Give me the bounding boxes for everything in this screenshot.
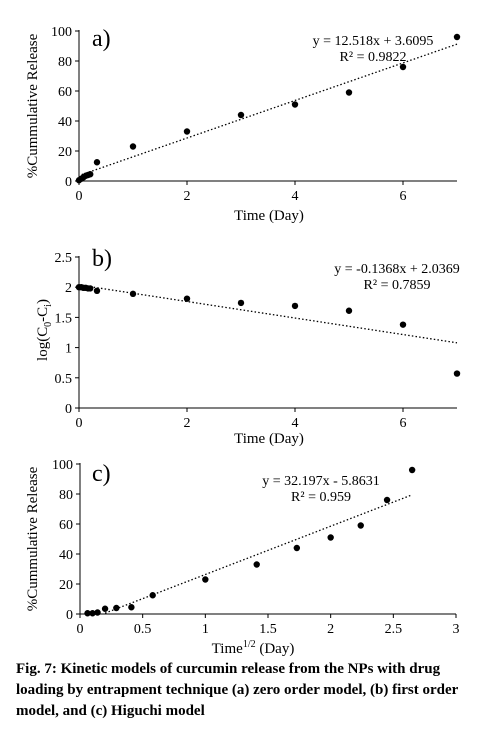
trendline — [78, 284, 458, 344]
data-point — [293, 544, 301, 552]
trendline — [104, 494, 413, 614]
x-tick-label: 2.5 — [385, 622, 403, 637]
x-axis-label: Time (Day) — [234, 208, 304, 224]
trend-equation: y = -0.1368x + 2.0369 — [334, 262, 459, 277]
data-point — [399, 321, 407, 328]
y-tick-label: 0.5 — [55, 372, 73, 387]
data-point — [129, 290, 137, 298]
data-point — [291, 101, 299, 108]
data-point — [87, 285, 94, 292]
data-point — [345, 307, 353, 314]
x-tick-label: 2 — [184, 189, 191, 204]
x-tick-label: 0 — [76, 189, 83, 204]
y-tick-label: 1 — [65, 342, 72, 357]
data-point — [291, 302, 299, 310]
data-point — [84, 610, 91, 617]
x-tick-label: 0 — [77, 622, 84, 637]
y-tick-label: 80 — [59, 488, 73, 503]
chart-panel-1: 0 20 40 60 80 100 0 2 4 6 a) y = 12.518x + 3.6095R²… — [25, 25, 461, 224]
data-point — [93, 287, 101, 295]
y-tick-label: 0 — [66, 608, 73, 623]
data-point — [399, 63, 407, 71]
chart-panel-3: 0 20 40 60 80 100 0 0.5 1 1.5 2 2.5 3 c) y = 32.197x -… — [25, 458, 460, 657]
y-tick-label: 0 — [65, 402, 72, 417]
figure-caption: Fig. 7: Kinetic models of curcumin relea… — [16, 661, 459, 719]
y-tick-label: 60 — [58, 85, 72, 100]
data-point — [408, 466, 416, 474]
data-point — [93, 159, 101, 166]
data-point — [202, 576, 209, 583]
x-tick-label: 0.5 — [134, 622, 152, 637]
data-point — [383, 496, 391, 504]
data-point — [113, 604, 120, 612]
chart-panel-2: 0 0.5 1 1.5 2 2.5 0 2 4 6 b) y = -0.1368x + 2.0369R… — [35, 246, 461, 447]
data-point — [128, 604, 135, 611]
data-point — [357, 522, 364, 529]
data-point — [89, 610, 96, 617]
y-tick-label: 0 — [65, 175, 72, 190]
y-axis-label: %Cummulative Release — [25, 33, 41, 178]
y-tick-label: 80 — [58, 55, 72, 70]
y-tick-label: 2.5 — [55, 251, 73, 266]
x-tick-label: 2 — [184, 416, 191, 431]
x-tick-label: 3 — [453, 622, 460, 637]
y-tick-label: 60 — [59, 518, 73, 533]
r-squared-label: R² = 0.959 — [291, 490, 351, 505]
panel-label: a) — [92, 26, 111, 52]
data-point — [149, 592, 156, 599]
data-point — [94, 609, 101, 616]
x-tick-label: 4 — [292, 189, 299, 204]
data-point — [237, 299, 245, 307]
data-point — [345, 89, 353, 96]
y-tick-label: 40 — [59, 548, 73, 563]
y-tick-label: 100 — [52, 458, 73, 473]
y-tick-label: 40 — [58, 115, 72, 130]
panel-label: c) — [92, 461, 111, 487]
data-point — [327, 534, 334, 541]
data-point — [253, 561, 260, 568]
y-axis-label: log(C0-Ci) — [35, 299, 54, 361]
x-tick-label: 1 — [202, 622, 209, 637]
y-tick-label: 100 — [51, 25, 72, 40]
r-squared-label: R² = 0.7859 — [364, 278, 431, 293]
y-tick-label: 20 — [58, 145, 72, 160]
x-axis-label: Time (Day) — [234, 431, 304, 447]
x-tick-label: 4 — [292, 416, 299, 431]
y-tick-label: 20 — [59, 578, 73, 593]
r-squared-label: R² = 0.9822 — [340, 50, 407, 65]
y-tick-label: 2 — [65, 281, 72, 296]
data-point — [87, 171, 94, 178]
x-axis-label: Time1/2 (Day) — [212, 639, 295, 657]
data-point — [183, 128, 191, 135]
y-tick-label: 1.5 — [55, 311, 73, 326]
data-point — [237, 111, 245, 119]
data-point — [183, 295, 191, 302]
x-tick-label: 1.5 — [259, 622, 277, 637]
data-point — [129, 143, 137, 150]
data-point — [453, 33, 461, 41]
x-tick-label: 0 — [76, 416, 83, 431]
trend-equation: y = 32.197x - 5.8631 — [262, 474, 380, 489]
x-tick-label: 6 — [400, 189, 407, 204]
data-point — [101, 605, 109, 612]
y-axis-label: %Cummulative Release — [25, 466, 41, 611]
data-point — [453, 370, 461, 377]
x-tick-label: 6 — [400, 416, 407, 431]
panel-label: b) — [92, 246, 112, 272]
x-tick-label: 2 — [327, 622, 334, 637]
trend-equation: y = 12.518x + 3.6095 — [313, 34, 434, 49]
